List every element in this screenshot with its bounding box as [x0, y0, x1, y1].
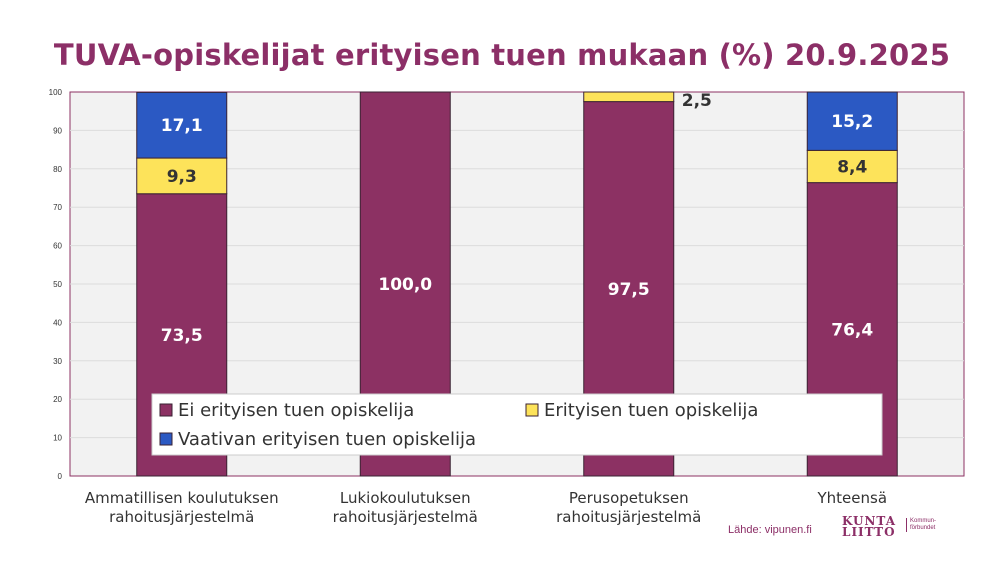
- bar-segment: [583, 91, 675, 103]
- data-label: 73,5: [161, 326, 203, 346]
- kuntaliitto-logo: KUNTA LIITTO Kommun- förbundet: [842, 514, 952, 542]
- y-tick-label: 60: [53, 242, 62, 251]
- y-tick-label: 90: [53, 126, 62, 135]
- source-note: Lähde: vipunen.fi: [728, 524, 812, 536]
- legend-box: [151, 393, 883, 456]
- y-tick-label: 20: [53, 395, 62, 404]
- legend-swatch: [159, 432, 173, 446]
- x-tick-label: Ammatillisen koulutuksen: [85, 489, 279, 507]
- legend-label: Vaativan erityisen tuen opiskelija: [178, 429, 476, 450]
- x-tick-label: rahoitusjärjestelmä: [333, 508, 478, 526]
- bar-segment: [136, 91, 228, 159]
- data-label: 2,5: [682, 91, 712, 111]
- y-tick-label: 10: [53, 434, 62, 443]
- y-tick-label: 80: [53, 165, 62, 174]
- data-label: 76,4: [831, 320, 873, 340]
- x-tick-label: Perusopetuksen: [569, 489, 689, 507]
- data-label: 100,0: [378, 275, 432, 295]
- data-label: 17,1: [161, 116, 203, 136]
- data-label: 15,2: [831, 112, 873, 132]
- y-tick-label: 100: [49, 88, 63, 97]
- legend-swatch: [525, 403, 539, 417]
- bar-segment: [806, 91, 898, 151]
- legend-label: Erityisen tuen opiskelija: [544, 400, 758, 421]
- data-label: 8,4: [837, 157, 867, 177]
- y-tick-label: 0: [58, 472, 63, 481]
- data-label: 9,3: [167, 167, 197, 187]
- x-tick-label: Lukiokoulutuksen: [340, 489, 471, 507]
- legend-label: Ei erityisen tuen opiskelija: [178, 400, 414, 421]
- y-tick-label: 50: [53, 280, 62, 289]
- x-tick-label: Yhteensä: [816, 489, 887, 507]
- data-label: 97,5: [608, 280, 650, 300]
- x-tick-label: rahoitusjärjestelmä: [109, 508, 254, 526]
- x-tick-label: rahoitusjärjestelmä: [556, 508, 701, 526]
- y-tick-label: 30: [53, 357, 62, 366]
- y-tick-label: 40: [53, 318, 62, 327]
- legend-swatch: [159, 403, 173, 417]
- logo-subtext: Kommun- förbundet: [906, 518, 936, 532]
- chart-title: TUVA-opiskelijat erityisen tuen mukaan (…: [53, 38, 951, 72]
- logo-wordmark: KUNTA LIITTO: [842, 514, 897, 539]
- y-tick-label: 70: [53, 203, 62, 212]
- bar-segment: [806, 149, 898, 184]
